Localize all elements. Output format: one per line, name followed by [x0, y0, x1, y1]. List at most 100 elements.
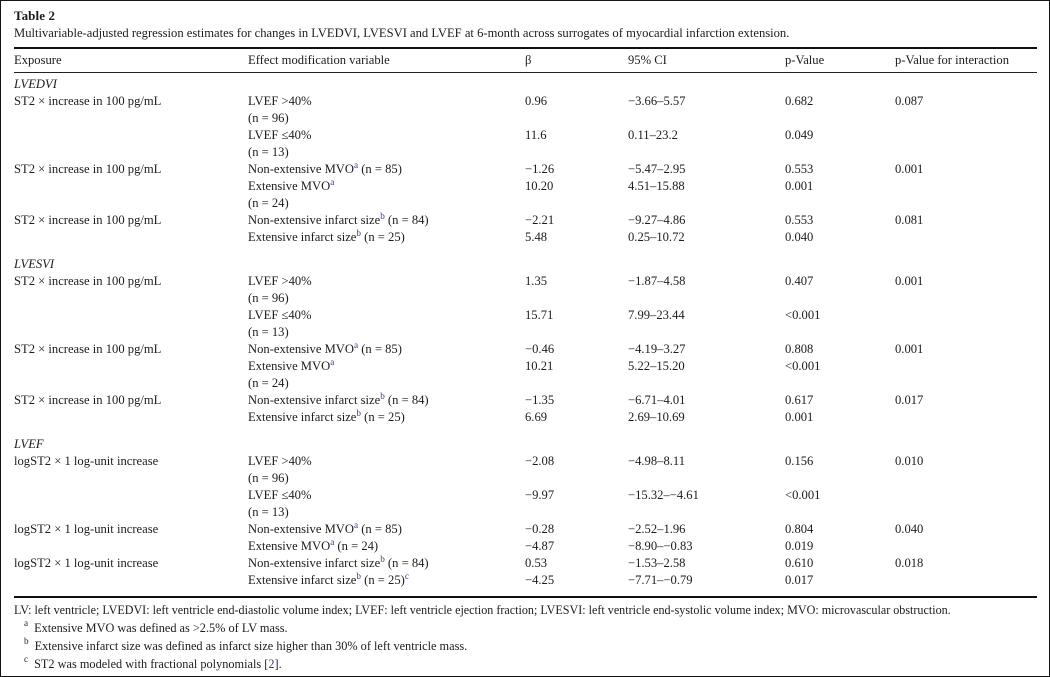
ci-cell: −4.19–3.27	[628, 342, 686, 356]
exposure-cell: ST2 × increase in 100 pg/mL	[14, 274, 162, 288]
footnote-marker-link[interactable]: a	[353, 519, 359, 530]
ci-cell: −6.71–4.01	[628, 393, 686, 407]
p-interaction-cell	[895, 375, 1037, 392]
p-value-cell: 0.407	[785, 274, 814, 288]
table-row: ST2 × increase in 100 pg/mL LVEF >40% 1.35…	[14, 273, 1037, 290]
table-row: ST2 × increase in 100 pg/mL Non-extensive…	[14, 159, 1037, 178]
table-row: Extensive infarct sizeb (n = 25) 6.69 2.69…	[14, 407, 1037, 426]
exposure-cell	[14, 538, 248, 555]
variable-cell: (n = 96)	[248, 111, 289, 125]
p-value-cell	[785, 144, 895, 161]
table-row: logST2 × 1 log-unit increase Non-extensiv…	[14, 519, 1037, 538]
footnote-marker-link[interactable]: a	[330, 536, 335, 547]
p-value-cell	[785, 290, 895, 307]
beta-cell: 15.71	[525, 308, 554, 322]
table-row: (n = 96)	[14, 110, 1037, 127]
beta-cell	[525, 504, 628, 521]
table-row: Extensive infarct sizeb (n = 25)c −4.25 −7…	[14, 570, 1037, 597]
section-header: LVEDVI	[14, 77, 57, 91]
variable-cell: LVEF ≤40%	[248, 488, 312, 502]
column-header-p-value: p-Value	[785, 48, 895, 73]
exposure-cell: ST2 × increase in 100 pg/mL	[14, 162, 162, 176]
beta-cell: −0.28	[525, 522, 555, 536]
table-row: (n = 13)	[14, 144, 1037, 161]
p-value-cell: 0.553	[785, 162, 814, 176]
footnote-marker: a	[24, 618, 29, 629]
table-row: Extensive infarct sizeb (n = 25) 5.48 0.25…	[14, 227, 1037, 246]
p-value-cell: 0.553	[785, 213, 814, 227]
ci-cell: 5.22–15.20	[628, 359, 685, 373]
exposure-cell	[14, 358, 248, 375]
ci-cell: −15.32–−4.61	[628, 488, 699, 502]
footnote-marker-link[interactable]: b	[356, 227, 361, 238]
p-interaction-cell: 0.010	[895, 454, 924, 468]
p-value-cell: <0.001	[785, 308, 821, 322]
beta-cell	[525, 375, 628, 392]
reference-link[interactable]: 2	[268, 656, 275, 671]
exposure-cell	[14, 307, 248, 324]
exposure-cell	[14, 178, 248, 195]
beta-cell: 5.48	[525, 230, 548, 244]
p-value-cell	[785, 110, 895, 127]
p-value-cell	[785, 195, 895, 212]
variable-cell: LVEF >40%	[248, 454, 312, 468]
beta-cell: −4.87	[525, 539, 555, 553]
footnote-text: Extensive MVO was defined as >2.5% of LV…	[34, 620, 288, 635]
p-value-cell: 0.001	[785, 179, 814, 193]
ci-cell: −2.52–1.96	[628, 522, 686, 536]
ci-cell: 7.99–23.44	[628, 308, 685, 322]
exposure-cell	[14, 504, 248, 521]
table-row: (n = 24)	[14, 195, 1037, 212]
beta-cell	[525, 290, 628, 307]
ci-cell: −5.47–2.95	[628, 162, 686, 176]
exposure-cell	[14, 127, 248, 144]
footnote-marker-link[interactable]: a	[330, 176, 335, 187]
variable-cell: Extensive infarct sizeb (n = 25)	[248, 227, 405, 244]
table-row: (n = 96)	[14, 290, 1037, 307]
footnote-marker-link[interactable]: b	[356, 407, 361, 418]
table-header: Exposure Effect modification variable β 95%…	[14, 48, 1037, 73]
p-value-cell: 0.019	[785, 539, 814, 553]
variable-cell: Non-extensive infarct sizeb (n = 84)	[248, 210, 429, 227]
variable-cell: (n = 96)	[248, 471, 289, 485]
p-value-cell	[785, 324, 895, 341]
footnote-marker-link[interactable]: a	[353, 339, 359, 350]
footnotes: LV: left ventricle; LVEDVI: left ventric…	[14, 603, 1037, 672]
p-value-cell: 0.617	[785, 393, 814, 407]
variable-cell: (n = 13)	[248, 145, 289, 159]
p-interaction-cell: 0.001	[895, 342, 924, 356]
table-row: (n = 24)	[14, 375, 1037, 392]
regression-table: Exposure Effect modification variable β 95%…	[14, 47, 1037, 598]
beta-cell	[525, 470, 628, 487]
ci-cell	[628, 144, 785, 161]
p-interaction-cell	[895, 324, 1037, 341]
p-value-cell	[785, 470, 895, 487]
p-value-cell: 0.808	[785, 342, 814, 356]
beta-cell: −4.25	[525, 573, 555, 587]
footnote-marker-link[interactable]: b	[356, 570, 361, 581]
p-interaction-cell	[895, 290, 1037, 307]
beta-cell: 1.35	[525, 274, 548, 288]
table-row: Extensive MVOa 10.20 4.51–15.88 0.001	[14, 176, 1037, 195]
p-value-cell: 0.610	[785, 556, 814, 570]
footnote-marker-link[interactable]: b	[380, 210, 385, 221]
footnote-marker-link[interactable]: a	[330, 356, 335, 367]
variable-cell: Non-extensive infarct sizeb (n = 84)	[248, 390, 429, 407]
ci-cell: −9.27–4.86	[628, 213, 686, 227]
variable-cell: Extensive infarct sizeb (n = 25)c	[248, 570, 409, 587]
exposure-cell	[14, 487, 248, 504]
beta-cell: −1.35	[525, 393, 555, 407]
p-interaction-cell	[895, 178, 1037, 195]
beta-cell: 11.6	[525, 128, 547, 142]
exposure-cell: logST2 × 1 log-unit increase	[14, 556, 159, 570]
ci-cell: −4.98–8.11	[628, 454, 686, 468]
p-interaction-cell	[895, 572, 1037, 597]
footnote-marker-link[interactable]: b	[380, 553, 385, 564]
exposure-cell: logST2 × 1 log-unit increase	[14, 522, 159, 536]
ci-cell	[628, 290, 785, 307]
variable-cell: (n = 13)	[248, 505, 289, 519]
footnote-marker-link[interactable]: b	[380, 390, 385, 401]
footnote-marker-link[interactable]: c	[404, 570, 409, 581]
footnote-marker-link[interactable]: a	[353, 159, 359, 170]
